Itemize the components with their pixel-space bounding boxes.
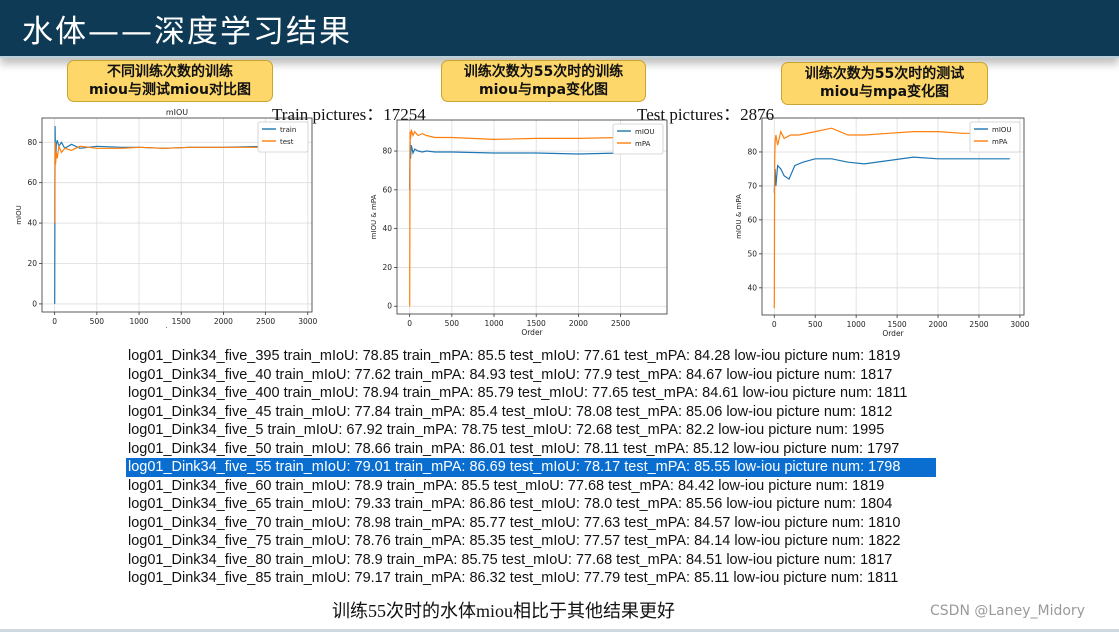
y-tick-label: 80: [27, 138, 37, 147]
x-tick-label: 500: [90, 317, 105, 326]
x-axis-label: Order: [882, 329, 904, 338]
log-line[interactable]: log01_Dink34_five_40 train_mIoU: 77.62 t…: [128, 366, 893, 383]
legend-label: mPA: [992, 138, 1008, 146]
series-line-miou: [773, 156, 1010, 193]
log-line[interactable]: log01_Dink34_five_80 train_mIoU: 78.9 tr…: [128, 551, 893, 568]
y-tick-label: 40: [747, 283, 757, 292]
callout-line-2: miou与测试miou对比图: [89, 82, 251, 98]
y-tick-label: 0: [32, 299, 37, 308]
log-line[interactable]: log01_Dink34_five_50 train_mIoU: 78.66 t…: [128, 440, 900, 457]
y-tick-label: 50: [747, 249, 757, 258]
y-tick-label: 20: [382, 263, 392, 272]
log-line[interactable]: log01_Dink34_five_60 train_mIoU: 78.9 tr…: [128, 477, 885, 494]
legend-label: train: [280, 126, 296, 134]
callout-line-2: miou与mpa变化图: [478, 82, 609, 98]
plot-frame: [41, 117, 313, 313]
series-line-mpa: [773, 127, 1010, 309]
x-tick-label: 0: [52, 317, 57, 326]
log-results-list: log01_Dink34_five_395 train_mIoU: 78.85 …: [126, 347, 936, 588]
plot-frame: [761, 117, 1025, 316]
watermark: CSDN @Laney_Midory: [930, 603, 1085, 619]
y-tick-label: 70: [747, 181, 757, 190]
y-axis-label: mIOU: [15, 205, 23, 225]
title-bar: 水体——深度学习结果: [0, 0, 1119, 58]
x-tick-label: 1500: [172, 317, 191, 326]
log-line[interactable]: log01_Dink34_five_400 train_mIoU: 78.94 …: [128, 385, 908, 401]
y-tick-label: 0: [387, 302, 392, 311]
callout-train: 训练次数为55次时的训练 miou与mpa变化图: [441, 60, 646, 102]
caption: 训练55次时的水体miou相比于其他结果更好: [332, 601, 676, 621]
series-line-mpa: [409, 129, 653, 307]
series-line-test: [54, 142, 298, 224]
x-tick-label: 500: [808, 320, 823, 329]
x-tick-label: 500: [445, 319, 460, 328]
legend-label: test: [280, 138, 294, 146]
x-tick-label: 1000: [484, 319, 503, 328]
x-axis-label: image: [165, 326, 189, 328]
x-tick-label: 1000: [129, 317, 148, 326]
log-line[interactable]: log01_Dink34_five_5 train_mIoU: 67.92 tr…: [128, 422, 885, 438]
plot-frame: [396, 119, 668, 315]
log-line[interactable]: log01_Dink34_five_45 train_mIoU: 77.84 t…: [128, 403, 893, 420]
legend-label: mIOU: [635, 128, 655, 136]
y-axis-label: mIOU & mPA: [735, 194, 743, 239]
log-line[interactable]: log01_Dink34_five_395 train_mIoU: 78.85 …: [128, 348, 901, 364]
test-pictures-label: Test pictures：2876: [637, 105, 775, 124]
x-tick-label: 0: [407, 319, 412, 328]
y-tick-label: 20: [27, 259, 37, 268]
chart-title: mIOU: [166, 108, 188, 117]
y-tick-label: 40: [27, 219, 37, 228]
callout-test: 训练次数为55次时的测试 miou与mpa变化图: [781, 62, 988, 105]
x-tick-label: 3000: [1010, 320, 1029, 329]
x-tick-label: 1000: [847, 320, 866, 329]
x-tick-label: 2500: [969, 320, 988, 329]
x-tick-label: 1500: [888, 320, 907, 329]
chart-miou-comparison: 0 500 1000 1500 2000 2500 3000 0 20 40 60 80 mIOU ima…: [15, 108, 318, 328]
chart-test-miou-mpa: 0 500 1000 1500 2000 2500 3000 40 50 60 70 80 Order m…: [735, 117, 1030, 338]
callout-line-2: miou与mpa变化图: [819, 84, 950, 100]
legend-label: mIOU: [992, 126, 1012, 134]
x-tick-label: 2000: [569, 319, 588, 328]
legend-label: mPA: [635, 140, 651, 148]
x-tick-label: 2500: [256, 317, 275, 326]
callout-line-1: 训练次数为55次时的训练: [463, 64, 624, 80]
callout-comparison: 不同训练次数的训练 miou与测试miou对比图: [67, 60, 273, 102]
log-line[interactable]: log01_Dink34_five_65 train_mIoU: 79.33 t…: [128, 496, 893, 512]
y-tick-label: 80: [382, 147, 392, 156]
y-tick-label: 60: [747, 215, 757, 224]
log-line[interactable]: log01_Dink34_five_85 train_mIoU: 79.17 t…: [128, 570, 899, 586]
x-tick-label: 3000: [298, 317, 317, 326]
x-tick-label: 2000: [928, 320, 947, 329]
series-line-train: [54, 126, 298, 304]
log-line[interactable]: log01_Dink34_five_75 train_mIoU: 78.76 t…: [128, 533, 901, 549]
chart-train-miou-mpa: 0 500 1000 1500 2000 2500 0 20 40 60 80 Order mIOU &…: [370, 119, 668, 337]
y-tick-label: 60: [382, 185, 392, 194]
y-tick-label: 60: [27, 178, 37, 187]
x-tick-label: 2500: [611, 319, 630, 328]
x-tick-label: 2000: [214, 317, 233, 326]
y-tick-label: 80: [747, 147, 757, 156]
train-pictures-label: Train pictures：17254: [272, 105, 426, 124]
y-tick-label: 40: [382, 224, 392, 233]
bottom-divider: [0, 629, 1119, 632]
callout-line-1: 训练次数为55次时的测试: [804, 66, 965, 82]
log-line[interactable]: log01_Dink34_five_70 train_mIoU: 78.98 t…: [128, 514, 901, 531]
x-axis-label: Order: [521, 328, 543, 337]
x-tick-label: 0: [772, 320, 777, 329]
y-axis-label: mIOU & mPA: [370, 194, 378, 239]
slide-title: 水体——深度学习结果: [22, 14, 352, 50]
series-line-miou: [409, 141, 653, 190]
x-tick-label: 1500: [527, 319, 546, 328]
callout-line-1: 不同训练次数的训练: [107, 64, 233, 80]
log-line-selected[interactable]: log01_Dink34_five_55 train_mIoU: 79.01 t…: [126, 458, 936, 477]
